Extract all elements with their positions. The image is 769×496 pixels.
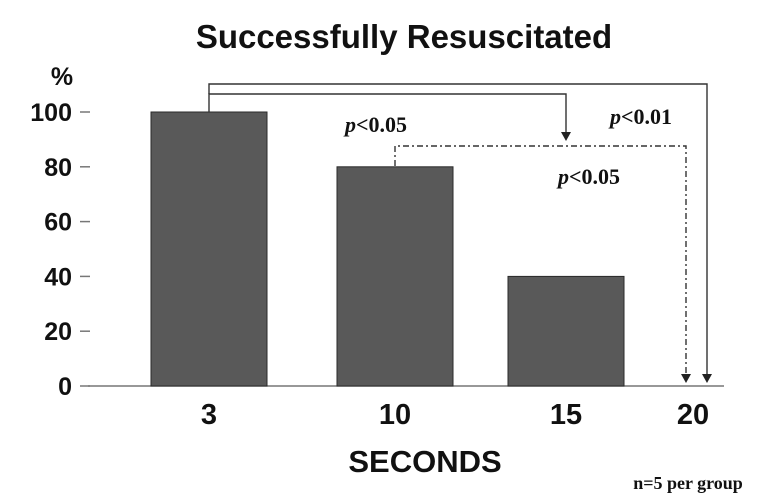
y-axis-label: %	[51, 63, 73, 91]
y-tick-label: 80	[44, 154, 72, 182]
x-axis-label: SECONDS	[348, 444, 501, 479]
chart-title: Successfully Resuscitated	[196, 18, 612, 55]
x-tick-label: 20	[677, 399, 709, 431]
x-tick-label: 3	[201, 399, 217, 431]
bars	[150, 111, 625, 387]
p-value-text: <0.01	[621, 104, 672, 129]
x-tick-label: 15	[550, 399, 582, 431]
p-value-text: <0.05	[356, 112, 407, 137]
x-ticks: 3 10 15 20	[201, 399, 709, 431]
bar-10	[336, 166, 454, 387]
arrowhead-20	[702, 374, 712, 383]
bracket-3-vs-15	[208, 93, 571, 141]
p-symbol: p	[608, 104, 621, 129]
y-tick-label: 100	[30, 99, 72, 127]
arrowhead-15	[561, 132, 571, 141]
bracket-line-3-15	[208, 93, 567, 132]
p-value-10-vs-20: p<0.05	[556, 164, 620, 189]
p-symbol: p	[556, 164, 569, 189]
bar-15	[507, 275, 625, 387]
bar-3	[150, 111, 268, 387]
p-value-3-vs-20: p<0.01	[608, 104, 672, 129]
y-ticks: 100 80 60 40 20 0	[30, 99, 90, 401]
bracket-3-vs-20	[208, 83, 712, 383]
y-tick-label: 60	[44, 209, 72, 237]
p-value-3-vs-15: p<0.05	[343, 112, 407, 137]
y-tick-label: 20	[44, 318, 72, 346]
p-value-text: <0.05	[569, 164, 620, 189]
p-symbol: p	[343, 112, 356, 137]
arrowhead-20b	[681, 374, 691, 383]
y-tick-label: 0	[58, 373, 72, 401]
y-tick-label: 40	[44, 263, 72, 291]
x-tick-label: 10	[379, 399, 411, 431]
bracket-line-10-20	[394, 145, 687, 374]
sample-size-note: n=5 per group	[633, 473, 743, 493]
bracket-line-3-20	[208, 83, 708, 374]
bracket-10-vs-20	[394, 145, 691, 383]
